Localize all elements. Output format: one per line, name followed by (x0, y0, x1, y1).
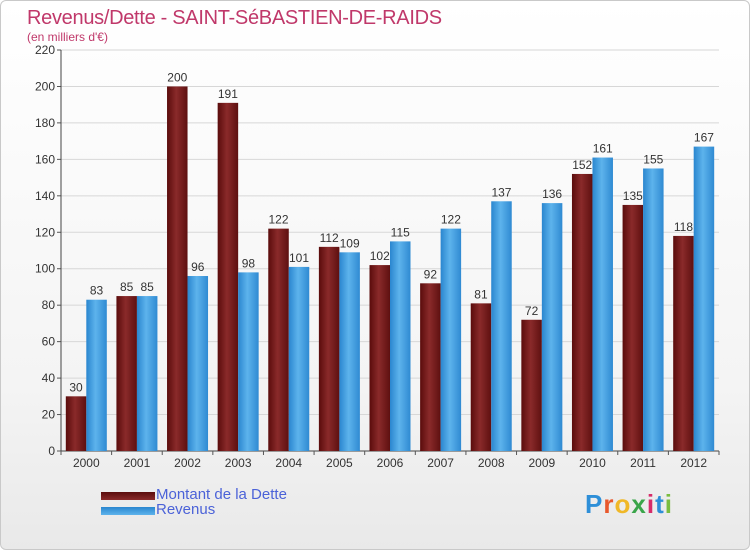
bar-dette (622, 204, 644, 451)
data-label-dette: 85 (120, 280, 134, 294)
data-label-dette: 122 (269, 213, 289, 227)
logo-letter: P (585, 489, 604, 519)
bar-dette (65, 396, 87, 451)
legend-swatch-dette (101, 492, 155, 500)
logo-letter: i (664, 489, 673, 519)
data-label-dette: 72 (525, 304, 539, 318)
bar-dette (673, 235, 694, 451)
x-tick-label: 2008 (478, 456, 505, 470)
bar-dette (167, 86, 188, 452)
data-label-revenus: 167 (694, 131, 714, 145)
bar-revenus (86, 299, 107, 451)
x-tick-label: 2009 (528, 456, 555, 470)
data-label-revenus: 98 (242, 256, 256, 270)
y-tick-label: 40 (42, 371, 56, 385)
bar-dette (369, 265, 390, 451)
x-tick-label: 2010 (579, 456, 606, 470)
x-tick-label: 2001 (124, 456, 151, 470)
data-label-revenus: 83 (90, 284, 104, 298)
bar-revenus (187, 276, 209, 451)
x-tick-label: 2012 (680, 456, 707, 470)
y-tick-label: 200 (35, 79, 55, 93)
bar-dette (217, 102, 239, 451)
data-label-revenus: 85 (140, 280, 154, 294)
data-label-dette: 92 (424, 267, 438, 281)
logo-letter: t (655, 489, 665, 519)
y-tick-label: 80 (42, 298, 56, 312)
data-label-revenus: 122 (441, 213, 461, 227)
data-label-revenus: 96 (191, 260, 205, 274)
bar-dette (116, 296, 137, 451)
data-label-revenus: 137 (491, 185, 511, 199)
y-tick-label: 160 (35, 152, 55, 166)
bar-dette (470, 303, 492, 451)
data-label-revenus: 115 (391, 225, 410, 239)
data-label-dette: 81 (474, 287, 488, 301)
x-tick-label: 2004 (275, 456, 302, 470)
data-label-dette: 191 (218, 87, 238, 101)
bar-revenus (693, 146, 715, 451)
bar-revenus (339, 252, 360, 451)
y-tick-label: 100 (35, 262, 55, 276)
bar-revenus (238, 272, 259, 451)
y-tick-label: 20 (42, 408, 56, 422)
y-tick-label: 60 (42, 335, 56, 349)
data-label-dette: 200 (167, 70, 187, 84)
legend-swatch-revenus (101, 507, 155, 515)
data-label-revenus: 109 (340, 236, 360, 250)
bar-dette (318, 246, 340, 451)
bar-dette (521, 319, 542, 451)
bar-dette (268, 228, 289, 451)
data-label-dette: 118 (674, 220, 693, 234)
bar-revenus (390, 241, 411, 451)
chart-subtitle: (en milliers d'€) (27, 30, 108, 44)
legend-label-dette: Montant de la Dette (156, 486, 287, 503)
x-tick-label: 2000 (73, 456, 100, 470)
y-tick-label: 120 (35, 225, 55, 239)
y-tick-label: 220 (35, 43, 55, 57)
data-label-dette: 135 (623, 189, 643, 203)
y-tick-label: 0 (48, 444, 55, 458)
bar-revenus (491, 201, 512, 451)
x-tick-label: 2006 (377, 456, 404, 470)
bar-revenus (136, 296, 158, 451)
data-label-revenus: 155 (643, 152, 663, 166)
x-tick-label: 2007 (427, 456, 454, 470)
bar-revenus (440, 228, 462, 451)
y-tick-label: 180 (35, 116, 55, 130)
bar-revenus (643, 168, 664, 451)
data-label-dette: 30 (69, 380, 83, 394)
data-label-dette: 102 (370, 249, 390, 263)
x-tick-label: 2002 (174, 456, 201, 470)
x-tick-label: 2005 (326, 456, 353, 470)
legend-label-revenus: Revenus (156, 501, 216, 518)
bar-dette (571, 173, 593, 452)
x-tick-label: 2011 (630, 456, 656, 470)
logo-letter: x (631, 489, 647, 519)
logo-letter: o (614, 489, 632, 519)
bar-revenus (288, 266, 310, 451)
bar-dette (420, 283, 441, 451)
data-label-revenus: 101 (289, 251, 309, 265)
data-label-dette: 152 (572, 158, 592, 172)
proxiti-logo: Proxiti (585, 489, 673, 520)
logo-letter: i (646, 489, 656, 519)
y-tick-label: 140 (35, 189, 55, 203)
bar-revenus (541, 203, 563, 451)
data-label-revenus: 161 (593, 142, 613, 156)
logo-letter: r (603, 489, 615, 519)
x-tick-label: 2003 (225, 456, 252, 470)
data-label-revenus: 136 (542, 187, 562, 201)
data-label-dette: 112 (320, 231, 339, 245)
bar-revenus (592, 157, 613, 452)
chart-title: Revenus/Dette - SAINT-SéBASTIEN-DE-RAIDS (27, 7, 442, 29)
